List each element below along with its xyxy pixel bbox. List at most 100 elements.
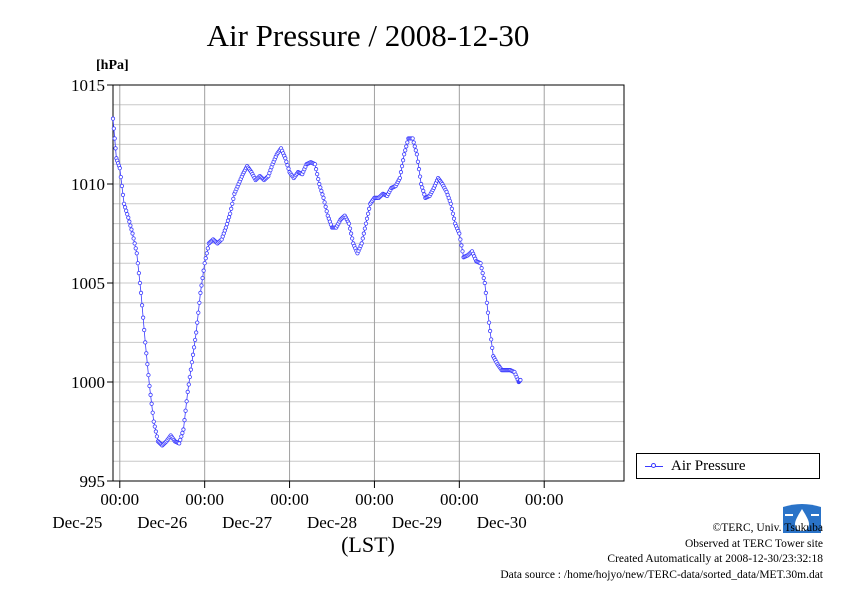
data-point [183, 408, 188, 413]
data-point [413, 148, 418, 153]
data-point [112, 136, 117, 141]
data-point [457, 231, 462, 236]
data-point [134, 251, 139, 256]
data-point [485, 310, 491, 315]
data-point [451, 216, 457, 221]
data-point [397, 175, 403, 181]
data-point [144, 351, 149, 356]
x-tick-date-label: Dec-29 [392, 513, 442, 532]
x-tick-date-label: Dec-28 [307, 513, 357, 532]
x-axis-label: (LST) [341, 532, 395, 557]
data-point [458, 237, 463, 242]
data-point [136, 270, 141, 276]
data-point [364, 216, 370, 221]
data-point [487, 328, 493, 334]
data-point [484, 300, 490, 305]
data-point [153, 429, 158, 434]
data-point [449, 206, 454, 211]
legend-dot-marker [651, 463, 656, 468]
x-tick-time-label: 00:00 [100, 490, 139, 509]
data-point [189, 360, 195, 365]
data-point [132, 241, 137, 246]
data-point [403, 148, 408, 153]
data-point [195, 320, 200, 325]
data-point [518, 377, 523, 383]
data-point [128, 223, 133, 228]
data-point [224, 221, 230, 227]
x-tick-date-label: Dec-25 [52, 513, 102, 532]
data-point [119, 183, 125, 189]
data-point [350, 236, 355, 241]
data-point [133, 246, 138, 251]
data-point [196, 310, 201, 315]
data-point [138, 290, 144, 295]
data-point [490, 345, 495, 350]
y-tick-label: 1000 [71, 373, 105, 392]
data-point [347, 226, 353, 231]
data-point [283, 156, 288, 161]
data-point [285, 163, 290, 168]
data-point [135, 261, 140, 266]
chart-title: Air Pressure / 2008-12-30 [207, 18, 530, 53]
data-point [198, 290, 203, 295]
data-point [231, 196, 236, 201]
data-point [205, 246, 210, 251]
y-axis: 995 1000 1005 1010 1015 [71, 76, 113, 491]
series-air-pressure [110, 116, 523, 448]
data-point [481, 275, 486, 281]
data-point [148, 392, 153, 397]
data-point [182, 418, 187, 423]
data-point [398, 170, 404, 175]
data-point [187, 374, 192, 380]
data-point [228, 211, 233, 216]
y-tick-label: 995 [80, 472, 106, 491]
x-tick-time-label: 00:00 [185, 490, 224, 509]
data-point [120, 192, 126, 197]
data-point [318, 185, 323, 190]
data-point [402, 152, 407, 157]
data-point [190, 352, 196, 357]
data-point [117, 166, 122, 171]
data-point [125, 212, 130, 217]
data-point [459, 243, 464, 248]
data-point [137, 280, 143, 286]
data-point [188, 367, 193, 372]
data-point [321, 195, 326, 200]
observed-text: Observed at TERC Tower site [684, 537, 823, 550]
data-point [362, 226, 367, 231]
data-point [360, 236, 365, 241]
data-point [483, 290, 488, 295]
data-point [324, 209, 329, 214]
data-point [486, 320, 492, 325]
data-point [411, 140, 416, 145]
data-point [346, 221, 352, 226]
x-tick-time-label: 00:00 [440, 490, 479, 509]
data-point [186, 382, 191, 387]
data-point [131, 236, 136, 241]
data-point [197, 300, 202, 305]
data-point [229, 206, 234, 211]
data-point [150, 410, 155, 415]
data-point [320, 192, 325, 197]
data-point [316, 176, 321, 182]
data-point [184, 399, 189, 404]
data-point [179, 434, 184, 439]
x-axis: 00:00 Dec-25 00:00 Dec-26 00:00 Dec-27 00:00 De… [52, 481, 564, 532]
data-point [191, 345, 197, 350]
data-point [284, 159, 289, 164]
data-point [348, 231, 354, 236]
y-tick-label: 1015 [71, 76, 105, 95]
data-point [400, 158, 406, 163]
data-point [200, 275, 205, 281]
data-point [417, 174, 423, 179]
data-point [146, 372, 151, 378]
data-point [480, 270, 485, 276]
data-point [193, 337, 198, 343]
data-point [230, 201, 235, 206]
x-tick-date-label: Dec-27 [222, 513, 273, 532]
x-tick-time-label: 00:00 [525, 490, 564, 509]
data-point [319, 188, 324, 194]
data-point [185, 389, 190, 394]
data-point [489, 337, 494, 342]
